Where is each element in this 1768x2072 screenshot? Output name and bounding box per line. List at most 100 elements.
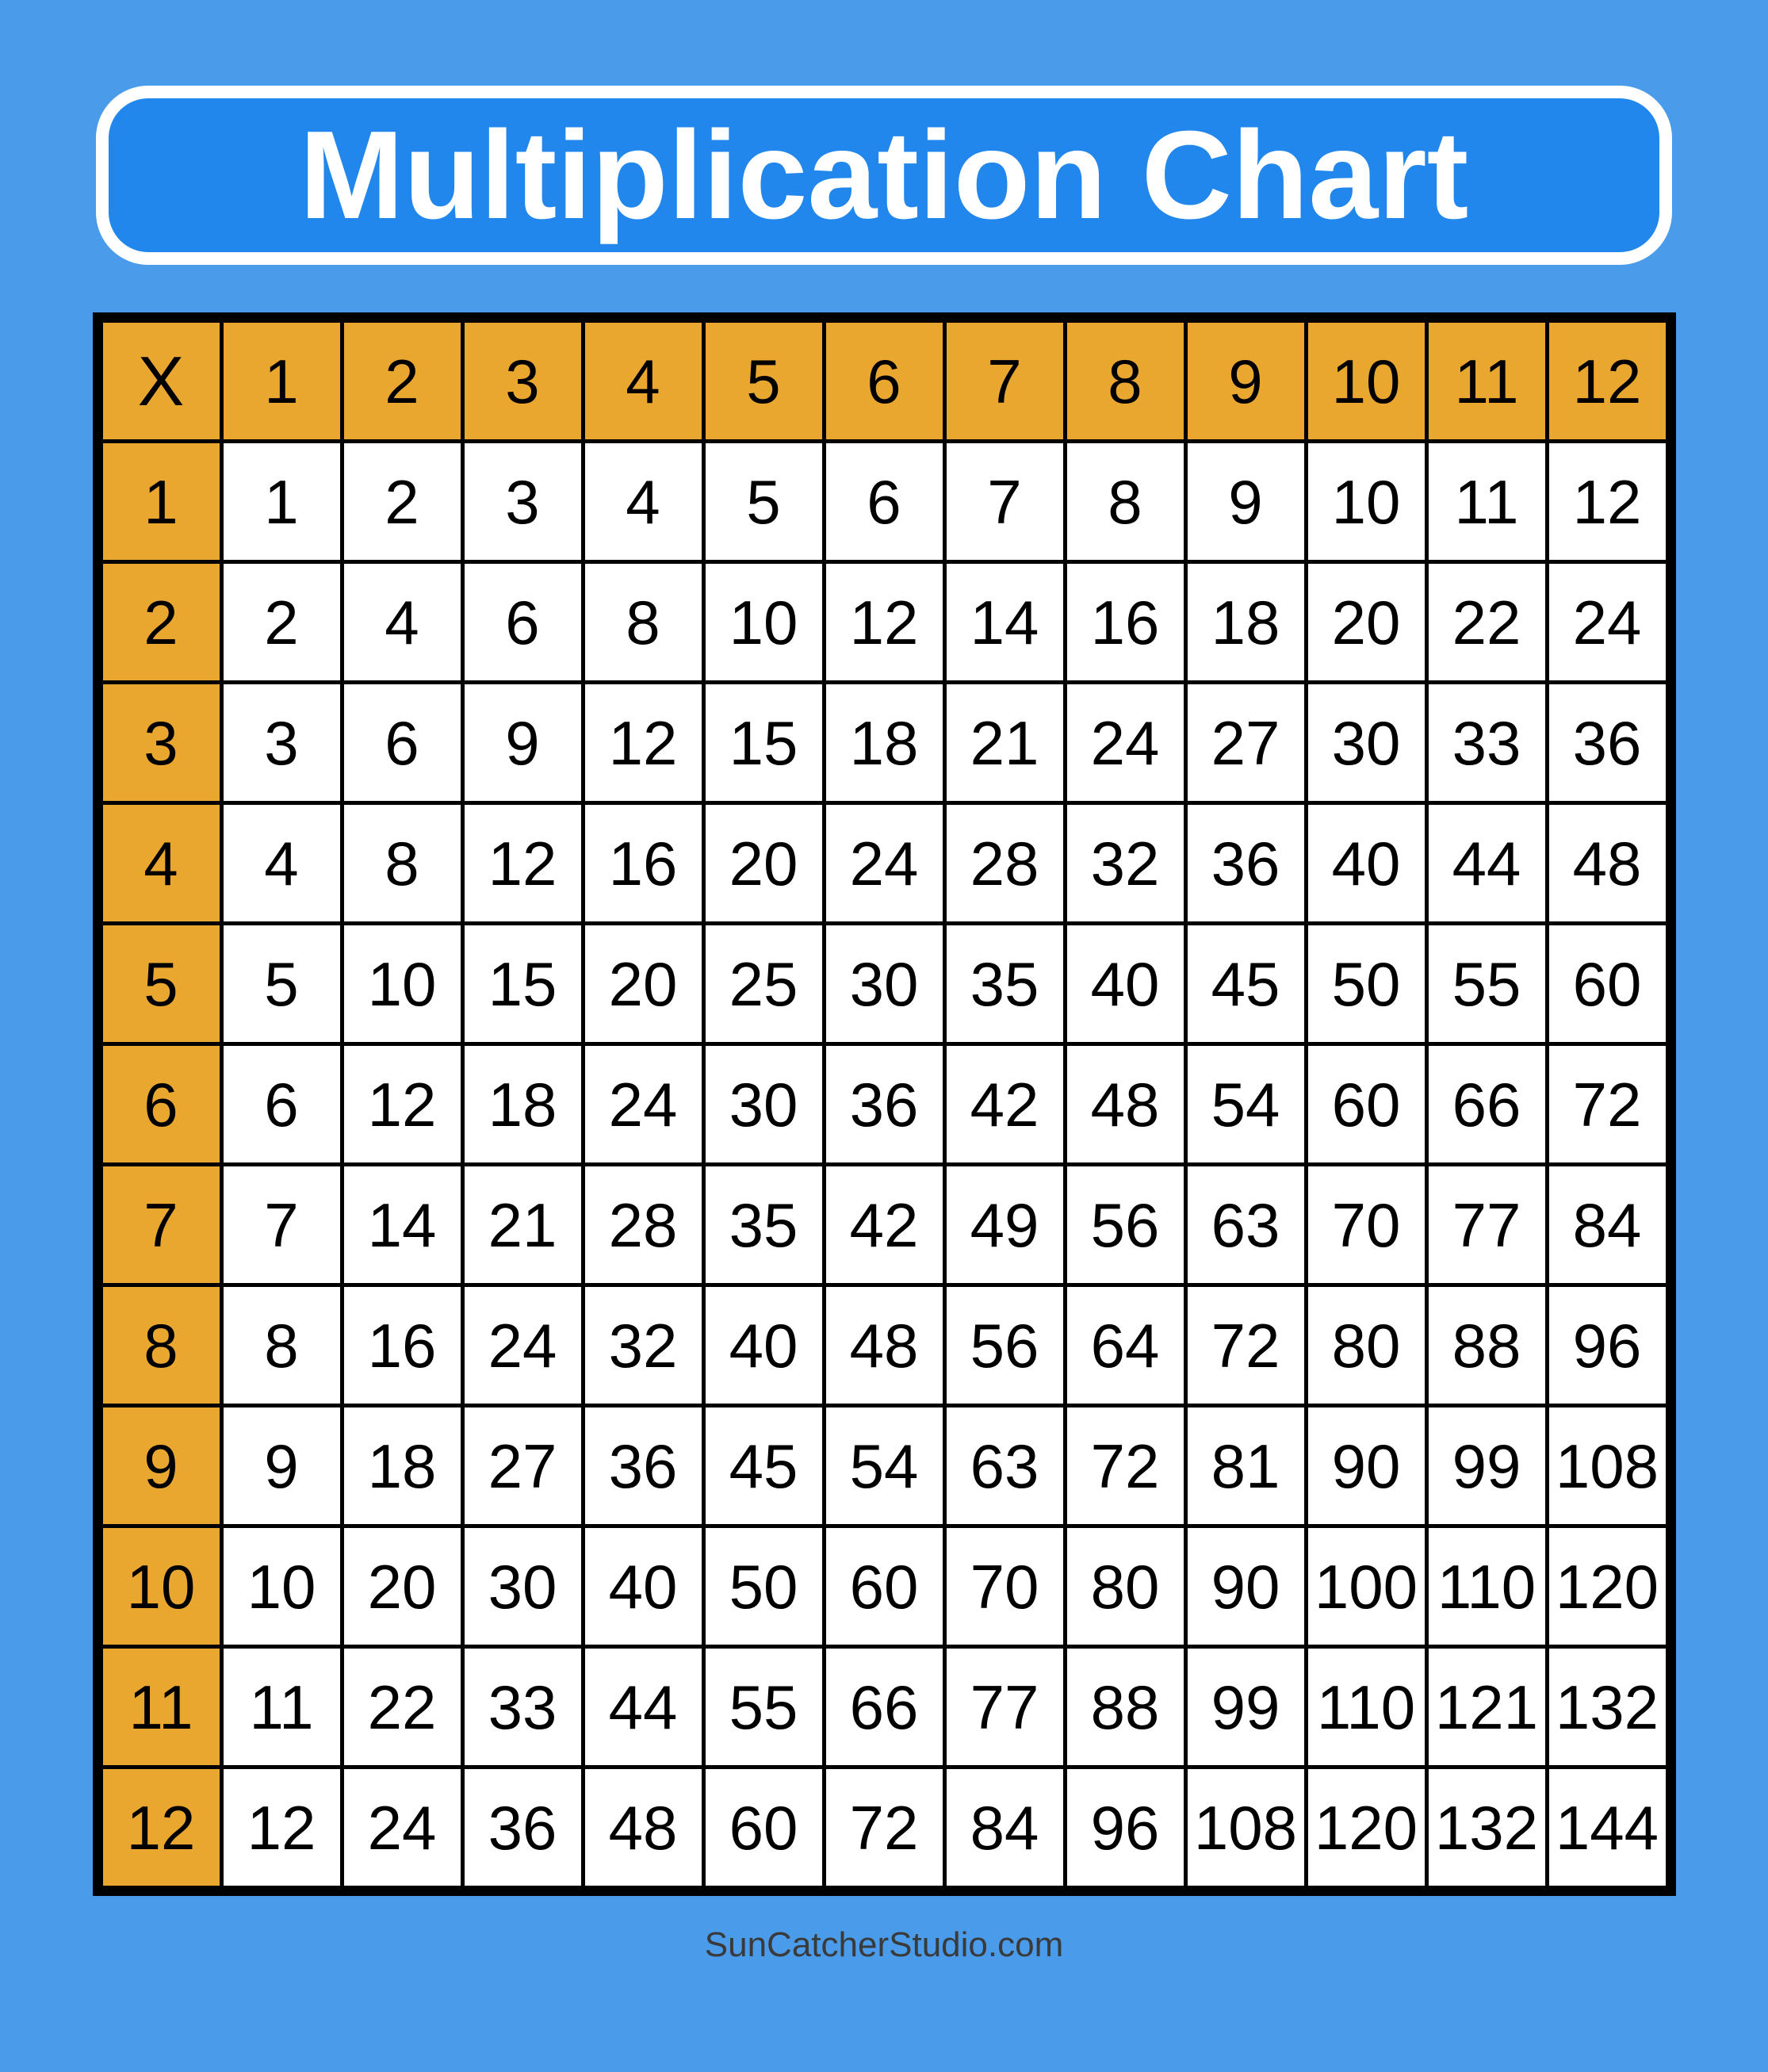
product-cell: 24	[580, 1042, 706, 1166]
product-cell: 16	[339, 1283, 465, 1408]
product-cell: 22	[339, 1645, 465, 1769]
product-cell: 24	[821, 801, 947, 925]
product-cell: 40	[1062, 921, 1188, 1046]
row-header-cell: 3	[95, 680, 224, 805]
column-header-cell: 5	[701, 316, 826, 443]
product-cell: 40	[701, 1283, 826, 1408]
product-cell: 90	[1183, 1524, 1308, 1649]
product-cell: 2	[219, 560, 344, 684]
product-cell: 50	[701, 1524, 826, 1649]
row-header-cell: 7	[95, 1162, 224, 1287]
product-cell: 21	[460, 1162, 585, 1287]
product-cell: 30	[460, 1524, 585, 1649]
product-cell: 4	[580, 439, 706, 564]
product-cell: 63	[1183, 1162, 1308, 1287]
product-cell: 15	[460, 921, 585, 1046]
product-cell: 20	[339, 1524, 465, 1649]
product-cell: 88	[1424, 1283, 1549, 1408]
product-cell: 12	[219, 1765, 344, 1893]
product-cell: 6	[821, 439, 947, 564]
column-header-cell: 8	[1062, 316, 1188, 443]
table-row: 4 4 8 12 16 20 24 28 32 36 40 44 48	[95, 801, 1673, 925]
column-header-cell: 2	[339, 316, 465, 443]
product-cell: 50	[1303, 921, 1429, 1046]
product-cell: 36	[1183, 801, 1308, 925]
table-row: 2 2 4 6 8 10 12 14 16 18 20 22 24	[95, 560, 1673, 684]
product-cell: 28	[580, 1162, 706, 1287]
product-cell: 32	[580, 1283, 706, 1408]
table-row: 10 10 20 30 40 50 60 70 80 90 100 110 120	[95, 1524, 1673, 1649]
product-cell: 60	[821, 1524, 947, 1649]
product-cell: 30	[821, 921, 947, 1046]
product-cell: 5	[701, 439, 826, 564]
product-cell: 10	[339, 921, 465, 1046]
table-row: 3 3 6 9 12 15 18 21 24 27 30 33 36	[95, 680, 1673, 805]
product-cell: 11	[219, 1645, 344, 1769]
row-header-cell: 11	[95, 1645, 224, 1769]
product-cell: 45	[1183, 921, 1308, 1046]
product-cell: 70	[942, 1524, 1067, 1649]
product-cell: 18	[821, 680, 947, 805]
product-cell: 30	[1303, 680, 1429, 805]
product-cell: 10	[701, 560, 826, 684]
product-cell: 64	[1062, 1283, 1188, 1408]
product-cell: 40	[1303, 801, 1429, 925]
product-cell: 99	[1183, 1645, 1308, 1769]
product-cell: 2	[339, 439, 465, 564]
product-cell: 35	[942, 921, 1067, 1046]
product-cell: 36	[460, 1765, 585, 1893]
product-cell: 28	[942, 801, 1067, 925]
table-row: 8 8 16 24 32 40 48 56 64 72 80 88 96	[95, 1283, 1673, 1408]
product-cell: 3	[219, 680, 344, 805]
column-header-cell: 4	[580, 316, 706, 443]
product-cell: 60	[1303, 1042, 1429, 1166]
product-cell: 55	[1424, 921, 1549, 1046]
row-header-cell: 12	[95, 1765, 224, 1893]
product-cell: 110	[1303, 1645, 1429, 1769]
product-cell: 99	[1424, 1404, 1549, 1528]
product-cell: 14	[339, 1162, 465, 1287]
product-cell: 24	[339, 1765, 465, 1893]
product-cell: 132	[1544, 1645, 1673, 1769]
product-cell: 20	[701, 801, 826, 925]
product-cell: 63	[942, 1404, 1067, 1528]
column-header-cell: 7	[942, 316, 1067, 443]
product-cell: 84	[942, 1765, 1067, 1893]
product-cell: 36	[821, 1042, 947, 1166]
product-cell: 8	[219, 1283, 344, 1408]
product-cell: 25	[701, 921, 826, 1046]
product-cell: 7	[942, 439, 1067, 564]
table-row: 1 1 2 3 4 5 6 7 8 9 10 11 12	[95, 439, 1673, 564]
product-cell: 36	[1544, 680, 1673, 805]
product-cell: 30	[701, 1042, 826, 1166]
product-cell: 8	[339, 801, 465, 925]
row-header-cell: 6	[95, 1042, 224, 1166]
column-header-cell: 3	[460, 316, 585, 443]
product-cell: 96	[1544, 1283, 1673, 1408]
product-cell: 84	[1544, 1162, 1673, 1287]
column-header-cell: 1	[219, 316, 344, 443]
row-header-cell: 8	[95, 1283, 224, 1408]
row-header-cell: 2	[95, 560, 224, 684]
product-cell: 18	[460, 1042, 585, 1166]
product-cell: 72	[1183, 1283, 1308, 1408]
product-cell: 11	[1424, 439, 1549, 564]
product-cell: 15	[701, 680, 826, 805]
table-row: 7 7 14 21 28 35 42 49 56 63 70 77 84	[95, 1162, 1673, 1287]
product-cell: 18	[339, 1404, 465, 1528]
table-row: 9 9 18 27 36 45 54 63 72 81 90 99 108	[95, 1404, 1673, 1528]
product-cell: 121	[1424, 1645, 1549, 1769]
table-row: 6 6 12 18 24 30 36 42 48 54 60 66 72	[95, 1042, 1673, 1166]
product-cell: 48	[580, 1765, 706, 1893]
product-cell: 88	[1062, 1645, 1188, 1769]
product-cell: 35	[701, 1162, 826, 1287]
footer-credit: SunCatcherStudio.com	[704, 1925, 1064, 1964]
product-cell: 72	[821, 1765, 947, 1893]
column-header-cell: 6	[821, 316, 947, 443]
product-cell: 49	[942, 1162, 1067, 1287]
product-cell: 70	[1303, 1162, 1429, 1287]
product-cell: 27	[460, 1404, 585, 1528]
product-cell: 77	[942, 1645, 1067, 1769]
product-cell: 45	[701, 1404, 826, 1528]
